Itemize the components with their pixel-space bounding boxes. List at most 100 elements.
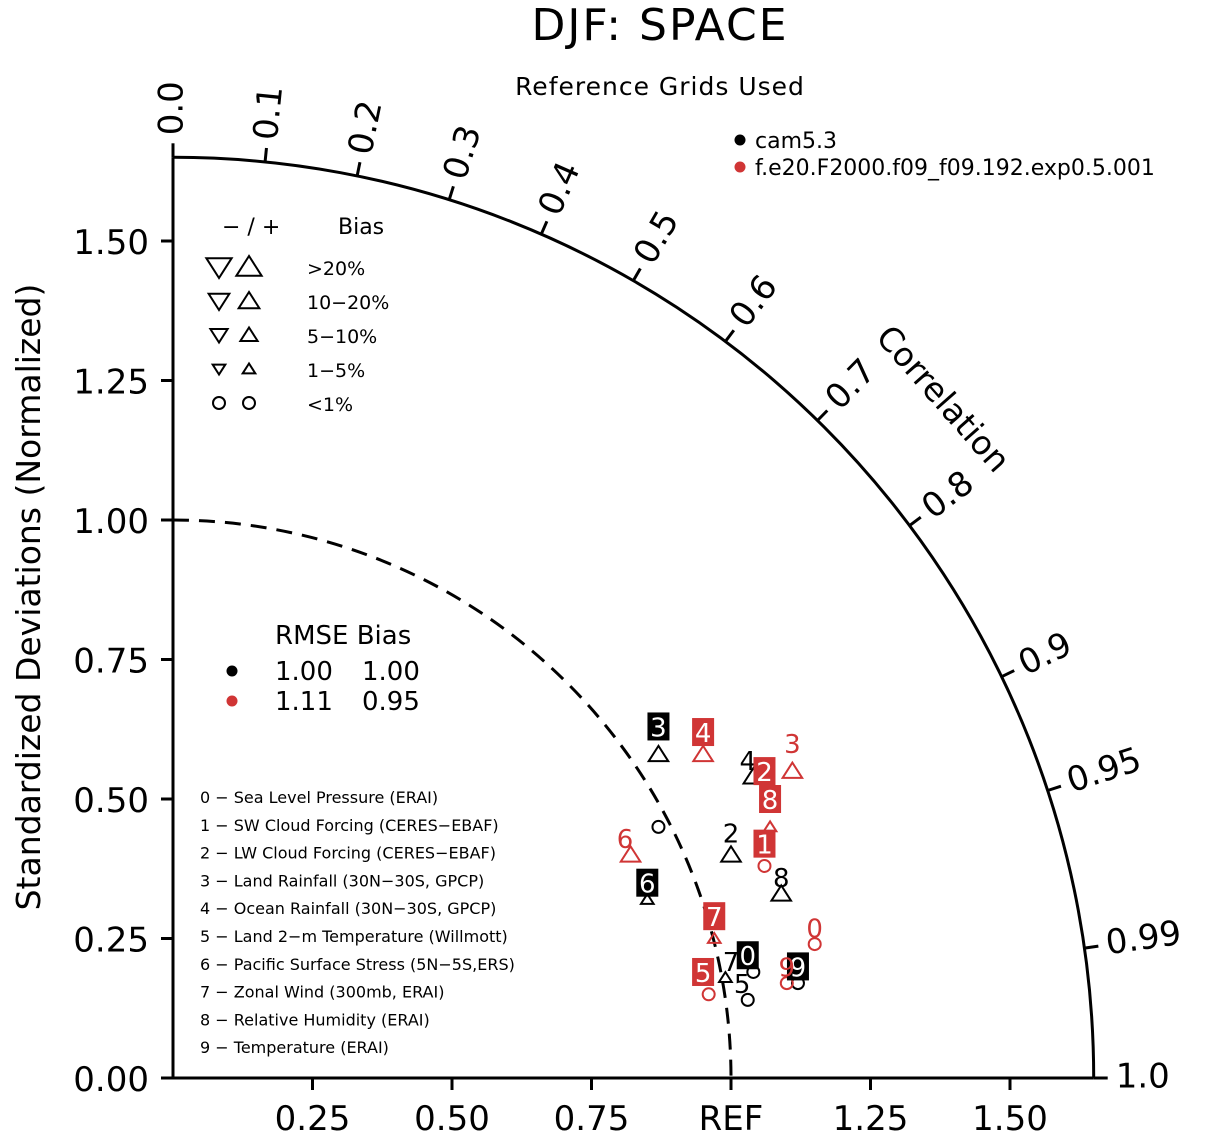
bias-circle-marker bbox=[651, 819, 666, 834]
data-point-label: 8 bbox=[773, 864, 790, 894]
data-point-box bbox=[692, 718, 715, 747]
data-point: 3 bbox=[784, 730, 801, 760]
data-point: 4 bbox=[739, 747, 756, 777]
data-point: 5 bbox=[692, 957, 715, 989]
y-tick-label: 0.50 bbox=[73, 781, 149, 821]
correlation-tick-label: 0.2 bbox=[340, 97, 390, 158]
data-point-box bbox=[759, 785, 782, 813]
data-point: 7 bbox=[723, 948, 740, 978]
bias-legend-label: 1−5% bbox=[307, 360, 365, 382]
correlation-tick bbox=[1000, 669, 1015, 679]
correlation-tick-label: 0.95 bbox=[1062, 740, 1146, 802]
variable-legend-item: 9 − Temperature (ERAI) bbox=[200, 1038, 389, 1057]
data-point: 6 bbox=[636, 868, 659, 900]
triangle-down-marker bbox=[206, 292, 232, 312]
rmse-value: 1.11 bbox=[275, 687, 333, 717]
bias-legend-signs: − / + bbox=[222, 215, 280, 240]
bias-circle-marker bbox=[807, 937, 822, 952]
data-point-box bbox=[647, 712, 670, 741]
triangle-up-marker bbox=[234, 254, 264, 277]
data-point: 0 bbox=[736, 941, 759, 972]
legend-dot bbox=[734, 134, 746, 146]
triangle-up-marker bbox=[719, 844, 743, 863]
outer-arc bbox=[172, 155, 1096, 1079]
variable-legend-item: 7 − Zonal Wind (300mb, ERAI) bbox=[200, 983, 444, 1002]
triangle-up-marker bbox=[639, 892, 656, 905]
correlation-tick-label: 0.3 bbox=[435, 121, 489, 185]
data-point-label: 3 bbox=[784, 730, 801, 760]
correlation-tick-label: 0.4 bbox=[530, 156, 588, 222]
data-point: 6 bbox=[617, 825, 634, 855]
y-tick-label: 1.25 bbox=[73, 363, 149, 403]
data-point: 2 bbox=[723, 819, 740, 849]
data-point-label: 0 bbox=[739, 942, 756, 972]
data-point-label: 2 bbox=[723, 819, 740, 849]
circle-marker bbox=[212, 396, 226, 410]
data-point: 1 bbox=[753, 829, 776, 861]
x-tick-label: 0.50 bbox=[414, 1099, 490, 1135]
data-point-label: 9 bbox=[790, 953, 807, 983]
bias-circle-marker bbox=[779, 976, 794, 991]
data-point-box bbox=[703, 902, 726, 931]
bias-circle-marker bbox=[757, 858, 772, 873]
data-point-label: 5 bbox=[695, 959, 712, 989]
variable-legend-item: 5 − Land 2−m Temperature (Willmott) bbox=[200, 927, 508, 946]
x-tick-label: REF bbox=[699, 1099, 764, 1135]
y-tick-label: 1.00 bbox=[73, 502, 149, 542]
triangle-up-marker bbox=[238, 325, 260, 342]
data-point: 5 bbox=[734, 970, 751, 1000]
bias-legend-label: 5−10% bbox=[307, 326, 377, 348]
x-tick-label: 1.25 bbox=[833, 1099, 909, 1135]
y-tick-label: 0.25 bbox=[73, 921, 149, 961]
data-point-box bbox=[736, 941, 759, 970]
variable-legend-item: 4 − Ocean Rainfall (30N−30S, GPCP) bbox=[200, 899, 496, 918]
data-point-label: 4 bbox=[695, 719, 712, 749]
rmse-row-dot bbox=[226, 665, 238, 677]
legend-entry: f.e20.F2000.f09_f09.192.exp0.5.001 bbox=[755, 156, 1155, 181]
correlation-tick-label: 1.0 bbox=[1116, 1057, 1170, 1097]
y-tick-label: 0.75 bbox=[73, 642, 149, 682]
correlation-tick-label: 0.7 bbox=[818, 351, 884, 418]
data-point: 8 bbox=[759, 785, 782, 816]
data-point: 0 bbox=[806, 914, 823, 944]
bias-circle-marker bbox=[701, 987, 716, 1002]
correlation-tick-label: 0.6 bbox=[721, 268, 785, 335]
correlation-tick-label: 0.99 bbox=[1103, 913, 1184, 963]
legends-layer: cam5.3f.e20.F2000.f09_f09.192.exp0.5.001… bbox=[200, 129, 1155, 1057]
bias-legend-label: >20% bbox=[307, 258, 365, 280]
triangle-up-marker bbox=[240, 361, 258, 375]
triangle-up-marker bbox=[717, 970, 734, 983]
data-point-label: 6 bbox=[617, 825, 634, 855]
triangle-down-marker bbox=[204, 257, 234, 280]
y-axis-label: Standardized Deviations (Normalized) bbox=[9, 284, 48, 911]
data-point: 9 bbox=[786, 952, 809, 983]
correlation-tick-label: 0.1 bbox=[246, 84, 291, 142]
chart-subtitle: Reference Grids Used bbox=[515, 72, 805, 101]
data-point-label: 4 bbox=[739, 747, 756, 777]
rmse-row-dot bbox=[226, 695, 238, 707]
variable-legend-item: 1 − SW Cloud Forcing (CERES−EBAF) bbox=[200, 816, 499, 835]
correlation-tick bbox=[1084, 944, 1099, 950]
circle-marker bbox=[242, 396, 256, 410]
data-point-label: 6 bbox=[639, 870, 656, 900]
data-point-label: 2 bbox=[756, 758, 773, 788]
correlation-tick bbox=[724, 329, 736, 343]
data-point-label: 1 bbox=[756, 831, 773, 861]
data-point-box bbox=[753, 829, 776, 858]
correlation-tick-label: 0.9 bbox=[1012, 624, 1078, 684]
chart-title: DJF: SPACE bbox=[531, 0, 788, 51]
rmse-table-header: RMSE Bias bbox=[275, 621, 411, 651]
data-point-box bbox=[692, 957, 715, 986]
variable-legend-item: 6 − Pacific Surface Stress (5N−5S,ERS) bbox=[200, 955, 515, 974]
data-point-label: 0 bbox=[806, 914, 823, 944]
legend-dot bbox=[734, 161, 746, 173]
data-point-box bbox=[753, 757, 776, 786]
triangle-up-marker bbox=[691, 744, 715, 763]
variable-legend-item: 8 − Relative Humidity (ERAI) bbox=[200, 1010, 430, 1029]
triangle-up-marker bbox=[706, 931, 723, 944]
data-point-label: 5 bbox=[734, 970, 751, 1000]
data-point-box bbox=[636, 868, 659, 897]
data-point: 4 bbox=[692, 718, 715, 749]
